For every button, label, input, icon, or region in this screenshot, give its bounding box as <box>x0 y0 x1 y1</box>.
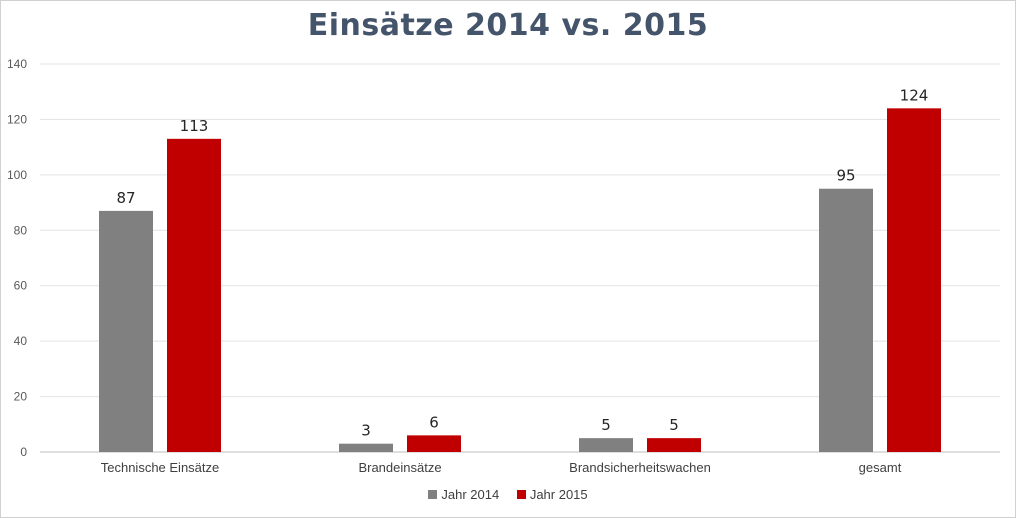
y-tick-label: 40 <box>14 334 28 348</box>
data-label: 95 <box>836 167 855 185</box>
y-tick-label: 120 <box>7 112 27 126</box>
data-label: 113 <box>180 117 209 135</box>
x-category-label: Brandeinsätze <box>358 460 441 475</box>
x-category-label: Brandsicherheitswachen <box>569 460 711 475</box>
y-tick-label: 140 <box>7 57 27 71</box>
legend-swatch-2015 <box>516 490 526 499</box>
y-tick-label: 60 <box>14 279 28 293</box>
x-category-label: Technische Einsätze <box>101 460 220 475</box>
data-labels: 87 113 3 6 5 5 95 124 <box>116 86 928 439</box>
legend-item-2014: Jahr 2014 <box>428 487 499 502</box>
y-tick-label: 100 <box>7 168 27 182</box>
bars <box>99 108 941 453</box>
data-label: 6 <box>429 413 439 431</box>
bar <box>99 210 153 452</box>
y-tick-label: 20 <box>14 390 28 404</box>
bar <box>887 108 941 452</box>
bar <box>339 443 393 452</box>
legend-item-2015: Jahr 2015 <box>516 487 588 502</box>
data-label: 87 <box>116 189 135 207</box>
y-axis: 0 20 40 60 80 100 120 140 <box>7 57 27 459</box>
data-label: 3 <box>361 422 371 440</box>
x-category-label: gesamt <box>859 460 902 475</box>
bar <box>819 188 873 452</box>
y-tick-label: 80 <box>14 223 28 237</box>
legend: Jahr 2014 Jahr 2015 <box>0 487 1016 502</box>
data-label: 5 <box>601 416 611 434</box>
data-label: 5 <box>669 416 679 434</box>
chart-title: Einsätze 2014 vs. 2015 <box>307 8 709 43</box>
bar <box>579 438 633 452</box>
legend-label-2015: Jahr 2015 <box>529 487 588 502</box>
legend-label-2014: Jahr 2014 <box>441 487 500 502</box>
bar <box>167 138 221 453</box>
bar <box>647 438 701 452</box>
x-axis: Technische Einsätze Brandeinsätze Brandsic… <box>101 460 902 475</box>
y-tick-label: 0 <box>20 445 27 459</box>
data-label: 124 <box>900 86 929 104</box>
legend-swatch-2014 <box>428 490 438 499</box>
bar <box>407 435 461 452</box>
